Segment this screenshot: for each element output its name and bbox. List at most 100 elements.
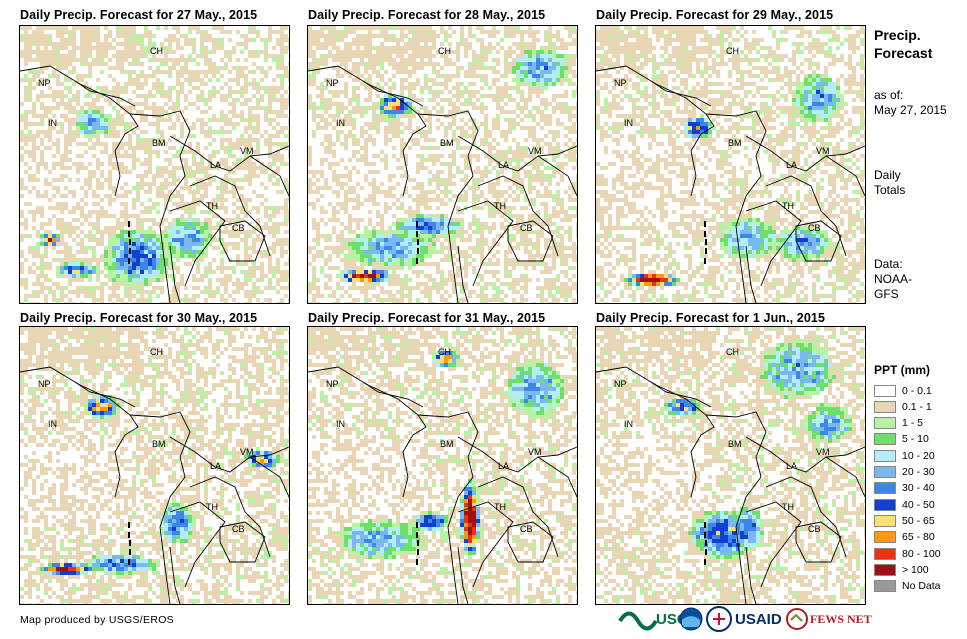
country-label: TH <box>494 201 506 211</box>
legend-item: 5 - 10 <box>874 432 929 447</box>
country-border <box>169 135 289 172</box>
country-border <box>765 175 847 257</box>
country-label: CH <box>150 347 163 357</box>
country-label: IN <box>624 419 633 429</box>
country-label: IN <box>48 419 57 429</box>
country-border <box>650 381 712 408</box>
country-label: NP <box>614 78 627 88</box>
island <box>417 239 419 245</box>
country-label: LA <box>498 160 509 170</box>
island <box>416 559 418 565</box>
country-label: BM <box>152 439 166 449</box>
country-border <box>20 65 139 197</box>
island <box>705 248 707 254</box>
legend-swatch <box>874 547 896 560</box>
country-label: VM <box>528 146 542 156</box>
country-border <box>457 546 469 604</box>
country-border <box>457 501 514 588</box>
legend-item: No Data <box>874 579 941 594</box>
country-label: LA <box>498 461 509 471</box>
country-label: TH <box>782 201 794 211</box>
panel-title-3: Daily Precip. Forecast for 29 May., 2015 <box>596 8 834 22</box>
legend-label: 0 - 0.1 <box>902 384 932 397</box>
country-border <box>169 245 181 303</box>
map-panel-2: CH NP IN BM LA VM TH CB <box>307 25 578 304</box>
data-source-line1: NOAA- <box>874 272 913 286</box>
country-border <box>745 501 802 588</box>
map-panel-3: CH NP IN BM LA VM TH CB <box>595 25 866 304</box>
country-label: BM <box>152 138 166 148</box>
country-border <box>189 175 271 257</box>
country-border <box>189 476 271 558</box>
data-label: Data: <box>874 257 903 271</box>
usgs-wave-icon <box>618 611 658 631</box>
precip-grid <box>308 26 577 303</box>
map-panel-1: CH NP IN BM LA VM TH CB <box>19 25 290 304</box>
precip-map: CH NP IN BM LA VM TH CB <box>596 327 865 604</box>
island <box>129 549 131 555</box>
country-border <box>129 411 191 604</box>
country-label: IN <box>336 118 345 128</box>
panel-title-6: Daily Precip. Forecast for 1 Jun., 2015 <box>596 311 825 325</box>
fewsnet-globe-icon <box>786 608 808 630</box>
fewsnet-logo: FEWS NET <box>786 604 872 634</box>
country-label: LA <box>210 461 221 471</box>
country-label: NP <box>614 379 627 389</box>
country-label: NP <box>326 379 339 389</box>
country-border <box>417 110 479 303</box>
legend-label: > 100 <box>902 563 929 576</box>
country-border <box>537 155 577 197</box>
country-label: CH <box>438 46 451 56</box>
country-label: CB <box>808 223 821 233</box>
island <box>705 239 707 245</box>
legend-label: 20 - 30 <box>902 466 935 478</box>
legend-label: 0.1 - 1 <box>902 400 932 413</box>
country-border <box>825 456 865 498</box>
country-border <box>745 135 865 172</box>
island <box>129 239 131 245</box>
credit-text: Map produced by USGS/EROS <box>20 614 174 626</box>
country-label: TH <box>494 502 506 512</box>
country-border <box>457 200 514 287</box>
country-label: IN <box>48 118 57 128</box>
legend-item: 65 - 80 <box>874 530 935 545</box>
island <box>129 248 131 254</box>
precip-map: CH NP IN BM LA VM TH CB <box>20 26 289 303</box>
country-border <box>745 436 865 473</box>
island <box>128 231 130 237</box>
island <box>704 221 706 227</box>
country-border <box>249 155 289 197</box>
legend-swatch <box>874 531 896 544</box>
legend-swatch <box>874 433 896 446</box>
country-label: LA <box>210 160 221 170</box>
country-border <box>765 476 847 558</box>
usaid-logo: USAID <box>706 604 782 634</box>
legend-swatch <box>874 514 896 527</box>
country-border <box>596 65 715 197</box>
precip-map: CH NP IN BM LA VM TH CB <box>596 26 865 303</box>
legend-swatch <box>874 580 896 593</box>
totals-line2: Totals <box>874 183 906 197</box>
panel-title-5: Daily Precip. Forecast for 31 May., 2015 <box>308 311 546 325</box>
island <box>128 559 130 565</box>
island <box>704 559 706 565</box>
legend-label: 40 - 50 <box>902 498 935 511</box>
country-border <box>417 411 479 604</box>
country-label: LA <box>786 160 797 170</box>
legend-item: 40 - 50 <box>874 497 935 512</box>
country-label: CH <box>726 347 739 357</box>
country-label: CB <box>232 524 245 534</box>
map-panel-4: CH NP IN BM LA VM TH CB <box>19 326 290 605</box>
island <box>704 231 706 237</box>
island <box>704 522 706 528</box>
country-border <box>477 476 559 558</box>
country-border <box>745 245 757 303</box>
legend-item: 80 - 100 <box>874 546 941 561</box>
legend-swatch <box>874 563 896 576</box>
usaid-text: USAID <box>735 610 782 628</box>
country-border <box>129 110 191 303</box>
country-border <box>537 456 577 498</box>
island <box>416 258 418 264</box>
country-border <box>650 80 712 107</box>
fewsnet-text: FEWS NET <box>810 611 872 626</box>
